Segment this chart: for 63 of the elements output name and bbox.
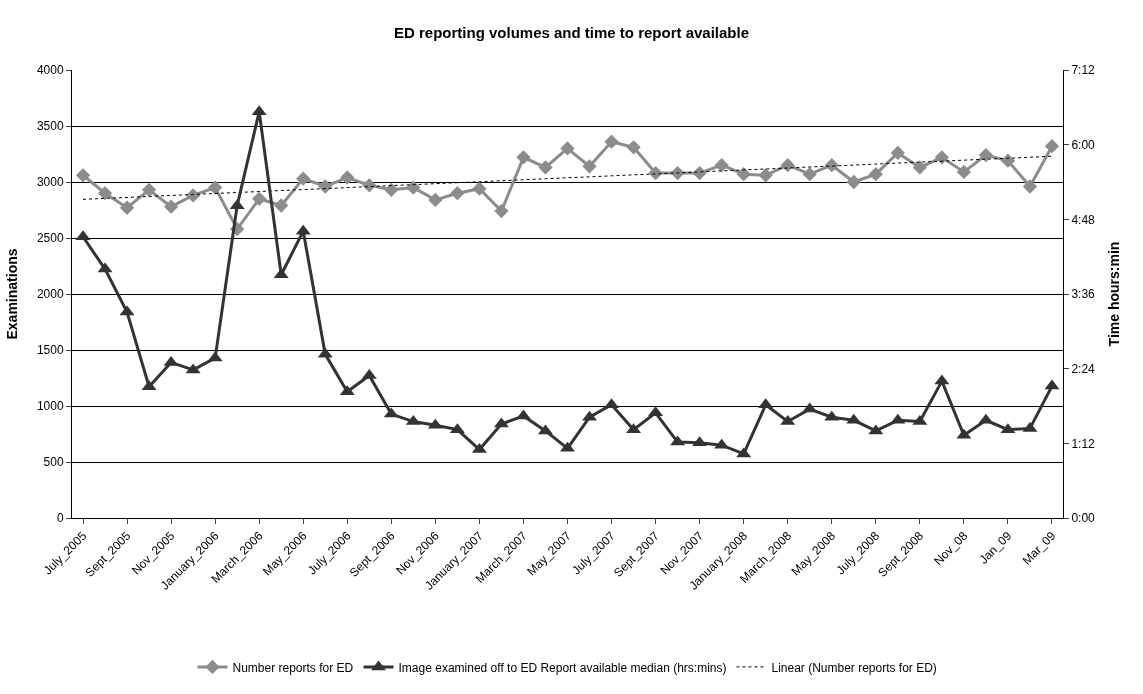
point (582, 159, 597, 174)
point (296, 171, 311, 186)
y2-tick-label: 1:12 (1071, 436, 1096, 451)
point (97, 186, 113, 201)
y-tick-label: 3500 (36, 119, 64, 134)
point (714, 158, 729, 173)
y2-axis-title: Time hours:min (1106, 241, 1123, 347)
y2-tick-label: 7:12 (1071, 63, 1096, 78)
point (163, 199, 179, 214)
point (494, 203, 509, 219)
point (362, 178, 377, 193)
point (450, 186, 465, 201)
point (912, 160, 928, 175)
point (538, 160, 553, 175)
y-tick-label: 4000 (36, 63, 64, 78)
point (978, 147, 994, 163)
y-tick-label: 500 (43, 455, 64, 470)
y2-tick-label: 6:00 (1071, 137, 1096, 152)
point (185, 188, 201, 203)
y-axis-title: Examinations (4, 248, 21, 340)
y-tick-label: 2000 (36, 287, 64, 302)
y-tick-label: 1500 (36, 343, 64, 358)
point (75, 168, 91, 183)
point (384, 182, 399, 197)
point (1000, 153, 1016, 168)
point (340, 170, 355, 185)
y2-tick-label: 3:36 (1071, 287, 1096, 302)
point (736, 167, 751, 182)
y-tick-label: 0 (56, 511, 64, 526)
point (560, 141, 575, 156)
point (780, 158, 795, 173)
point (252, 191, 267, 206)
point (318, 179, 333, 194)
point (207, 180, 223, 195)
point (824, 158, 839, 173)
y-tick-label: 1000 (36, 399, 64, 414)
y2-tick-label: 0:00 (1071, 511, 1096, 526)
point (626, 140, 641, 155)
point (1022, 179, 1038, 194)
y-tick-label: 3000 (36, 175, 64, 190)
point (428, 192, 443, 208)
point (406, 180, 421, 195)
legend-label: Number reports for ED (232, 660, 354, 675)
point (934, 150, 950, 165)
point (274, 198, 289, 213)
point (604, 134, 619, 149)
point (119, 200, 135, 215)
y2-tick-label: 4:48 (1071, 212, 1096, 227)
point (516, 150, 531, 165)
legend-label: Image examined off to ED Report available median (hrs:mins) (398, 660, 727, 675)
point (802, 167, 817, 182)
point (141, 182, 157, 197)
point (846, 174, 861, 190)
point (956, 164, 972, 180)
legend-label: Linear (Number reports for ED) (771, 660, 937, 675)
point (1044, 139, 1060, 154)
point (472, 181, 487, 196)
point (890, 145, 905, 161)
point (868, 167, 883, 182)
y2-tick-label: 2:24 (1071, 361, 1096, 376)
point (758, 168, 773, 183)
chart-title: ED reporting volumes and time to report available (393, 24, 750, 42)
y-tick-label: 2500 (36, 231, 64, 246)
